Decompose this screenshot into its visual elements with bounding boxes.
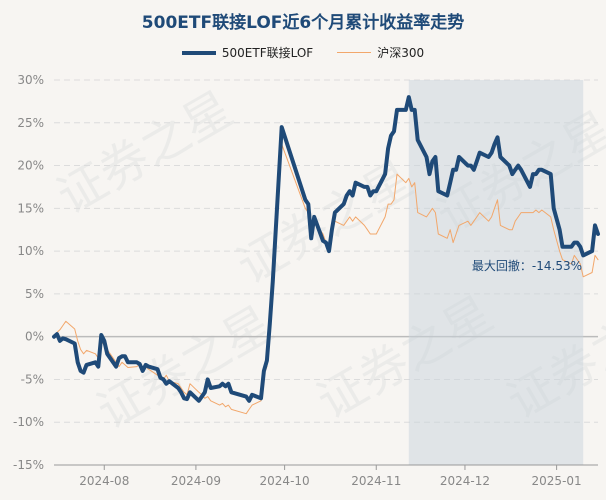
x-tick-label: 2024-11 bbox=[351, 474, 401, 488]
x-tick-label: 2025-01 bbox=[532, 474, 582, 488]
y-tick-label: 5% bbox=[25, 287, 44, 301]
y-tick-label: 25% bbox=[17, 116, 44, 130]
legend-swatch-fund bbox=[181, 50, 216, 55]
y-tick-label: 30% bbox=[17, 73, 44, 87]
y-tick-label: -10% bbox=[13, 415, 44, 429]
x-tick-label: 2024-08 bbox=[79, 474, 129, 488]
legend-label-fund: 500ETF联接LOF bbox=[221, 46, 314, 60]
y-tick-label: -15% bbox=[13, 458, 44, 472]
legend-swatch-index bbox=[337, 52, 372, 53]
watermark-text: 证券之星 bbox=[48, 81, 242, 226]
x-tick-label: 2024-10 bbox=[260, 474, 310, 488]
chart-title: 500ETF联接LOF近6个月累计收益率走势 bbox=[141, 13, 465, 33]
y-tick-label: 15% bbox=[17, 201, 44, 215]
chart-legend: 500ETF联接LOF 沪深300 bbox=[0, 44, 606, 61]
y-tick-label: 0% bbox=[25, 330, 44, 344]
x-tick-label: 2024-09 bbox=[171, 474, 221, 488]
legend-item-fund[interactable]: 500ETF联接LOF bbox=[181, 44, 314, 61]
x-tick-label: 2024-12 bbox=[440, 474, 490, 488]
legend-label-index: 沪深300 bbox=[377, 46, 425, 60]
y-tick-label: 20% bbox=[17, 159, 44, 173]
legend-item-index[interactable]: 沪深300 bbox=[337, 44, 424, 61]
watermark-text: 证券之星 bbox=[228, 151, 422, 296]
y-tick-label: -5% bbox=[21, 372, 44, 386]
y-tick-label: 10% bbox=[17, 244, 44, 258]
series-line-fund bbox=[52, 95, 600, 403]
max-drawdown-label: 最大回撤：-14.53% bbox=[472, 258, 582, 273]
